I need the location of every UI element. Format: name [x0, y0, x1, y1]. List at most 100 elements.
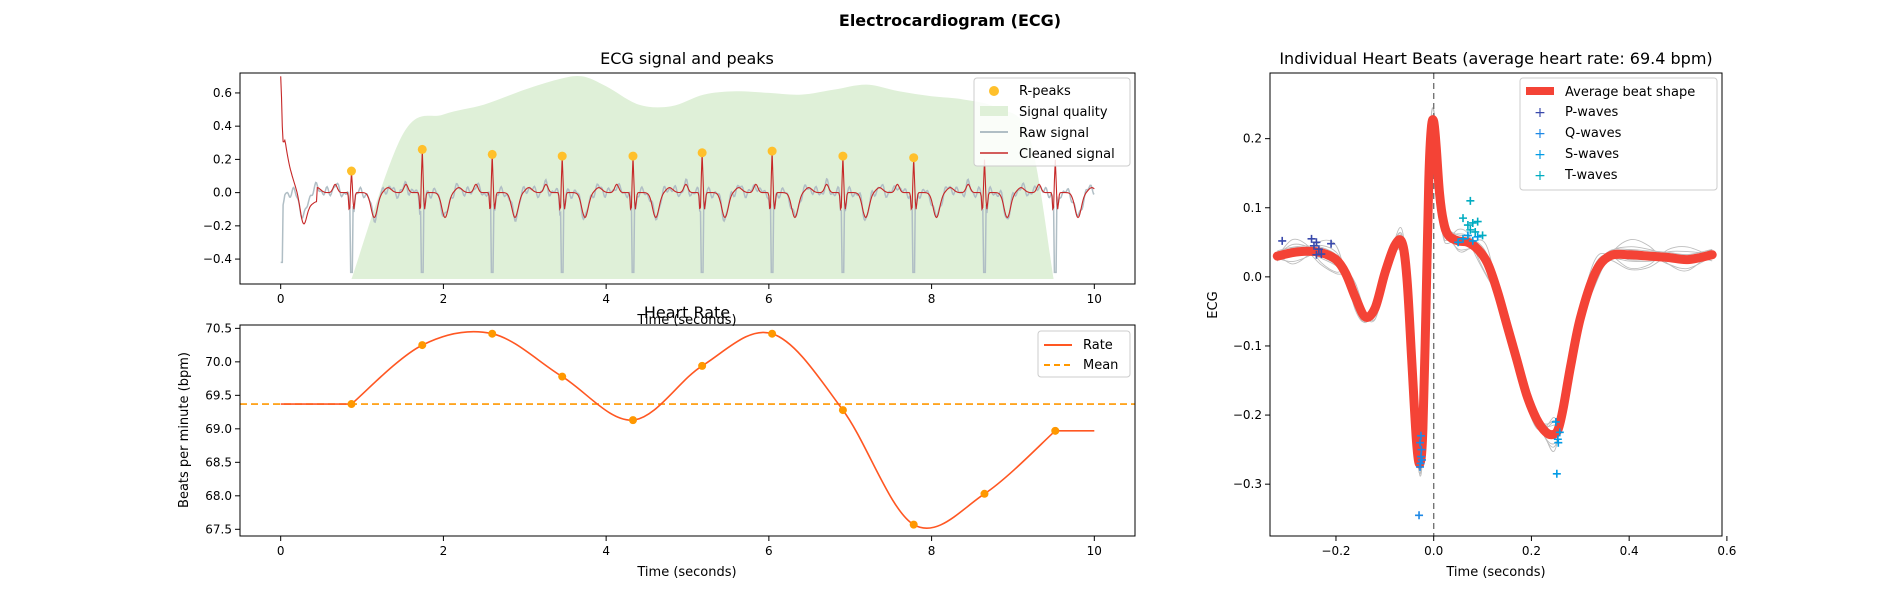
- s-wave-marker: [1459, 234, 1468, 243]
- y-tick-label: 70.0: [205, 355, 232, 369]
- t-wave-marker: [1473, 217, 1482, 226]
- x-tick-label: 0: [277, 544, 285, 558]
- signal-legend-box: [973, 77, 1131, 167]
- y-tick-label: 0.2: [213, 152, 232, 166]
- rate-point: [909, 520, 918, 529]
- r-peak-point: [557, 151, 567, 161]
- r-peak-point: [838, 151, 848, 161]
- y-tick-label: −0.3: [1233, 477, 1262, 491]
- y-tick-label: −0.2: [203, 219, 232, 233]
- s-wave-marker: [1463, 231, 1472, 240]
- beats-legend-box: [1519, 77, 1718, 191]
- y-tick-label: 0.1: [1243, 201, 1262, 215]
- x-tick-label: 0.0: [1424, 544, 1443, 558]
- s-wave-marker: [1551, 417, 1560, 426]
- y-tick-label: −0.2: [1233, 408, 1262, 422]
- legend-rate-label: Rate: [1083, 338, 1113, 353]
- legend-mean-label: Mean: [1083, 358, 1118, 373]
- legend-t-marker: +: [1534, 168, 1546, 184]
- y-tick-label: 0.2: [1243, 132, 1262, 146]
- beats-x-ticks: −0.2 0.0 0.2 0.4 0.6: [1321, 536, 1736, 558]
- rate-point: [1051, 426, 1060, 435]
- x-tick-label: 10: [1087, 544, 1102, 558]
- legend-rpeaks-label: R-peaks: [1019, 84, 1071, 99]
- signal-panel: ECG signal and peaks 0 2 4 6 8 10 −0.4 −0.2 0.0…: [203, 49, 1136, 328]
- beats-plot-area: [1272, 73, 1717, 536]
- r-peak-point: [417, 144, 427, 154]
- t-wave-marker: [1468, 218, 1477, 227]
- signal-y-ticks: −0.4 −0.2 0.0 0.2 0.4 0.6: [203, 86, 240, 266]
- y-tick-label: 68.5: [205, 455, 232, 469]
- signal-axes-frame: [239, 72, 1136, 285]
- beats-legend: Average beat shape + P-waves + Q-waves +…: [1519, 77, 1718, 191]
- cleaned-signal-line: [280, 76, 1095, 225]
- x-tick-label: 0.6: [1717, 544, 1736, 558]
- rate-point: [980, 489, 989, 498]
- p-wave-marker: [1278, 236, 1287, 245]
- rate-point: [558, 372, 567, 381]
- r-peak-point: [628, 151, 638, 161]
- y-tick-label: 0.0: [1243, 270, 1262, 284]
- p-wave-marker: [1312, 238, 1321, 247]
- x-tick-label: 4: [602, 292, 610, 306]
- x-tick-label: 10: [1087, 292, 1102, 306]
- signal-legend: R-peaks Signal quality Raw signal Cleane…: [973, 77, 1131, 167]
- beats-ylabel: ECG: [1206, 291, 1221, 318]
- y-tick-label: 0.4: [213, 119, 232, 133]
- q-wave-marker: [1417, 445, 1426, 454]
- q-wave-marker: [1416, 438, 1425, 447]
- r-peak-point: [487, 149, 497, 159]
- t-wave-marker: [1466, 225, 1475, 234]
- y-tick-label: 70.5: [205, 321, 232, 335]
- r-peak-point: [767, 146, 777, 156]
- heart-rate-title: Heart Rate: [644, 303, 730, 322]
- s-wave-marker: [1553, 435, 1562, 444]
- signal-x-ticks: 0 2 4 6 8 10: [277, 284, 1102, 306]
- x-tick-label: 6: [765, 292, 773, 306]
- s-wave-marker: [1552, 469, 1561, 478]
- x-tick-label: 6: [765, 544, 773, 558]
- q-wave-marker: [1416, 431, 1425, 440]
- p-wave-marker: [1314, 245, 1323, 254]
- legend-quality-label: Signal quality: [1019, 105, 1108, 120]
- y-tick-label: 69.5: [205, 388, 232, 402]
- x-tick-label: −0.2: [1321, 544, 1350, 558]
- raw-signal-line: [280, 177, 1095, 274]
- legend-q-label: Q-waves: [1565, 126, 1622, 141]
- legend-quality-swatch: [980, 106, 1008, 116]
- beats-y-ticks: −0.3 −0.2 −0.1 0.0 0.1 0.2: [1233, 132, 1270, 491]
- rate-line: [350, 330, 1056, 530]
- signal-xlabel: Time (seconds): [636, 313, 736, 328]
- heart-rate-legend: Rate Mean: [1037, 330, 1131, 378]
- heart-rate-axes-frame: [239, 324, 1136, 537]
- rate-point: [488, 329, 497, 338]
- y-tick-label: 69.0: [205, 422, 232, 436]
- heart-rate-y-ticks: 67.5 68.0 68.5 69.0 69.5 70.0 70.5: [205, 321, 240, 536]
- signal-title: ECG signal and peaks: [600, 49, 774, 68]
- legend-p-label: P-waves: [1565, 105, 1619, 120]
- q-wave-marker: [1417, 455, 1426, 464]
- heart-rate-xlabel: Time (seconds): [636, 565, 736, 580]
- legend-s-label: S-waves: [1565, 147, 1619, 162]
- x-tick-label: 8: [928, 292, 936, 306]
- y-tick-label: 0.0: [213, 186, 232, 200]
- x-tick-label: 2: [440, 544, 448, 558]
- x-tick-label: 8: [928, 544, 936, 558]
- r-peak-point: [346, 166, 356, 176]
- r-peak-point: [909, 153, 919, 163]
- rate-point: [347, 400, 356, 409]
- p-wave-marker: [1307, 234, 1316, 243]
- t-wave-marker: [1471, 227, 1480, 236]
- beats-panel: Individual Heart Beats (average heart ra…: [1206, 49, 1736, 580]
- signal-plot-area: [280, 76, 1095, 279]
- x-tick-label: 4: [602, 544, 610, 558]
- heart-rate-ylabel: Beats per minute (bpm): [177, 352, 192, 508]
- t-wave-marker: [1463, 221, 1472, 230]
- rate-point: [838, 406, 847, 415]
- t-wave-marker: [1466, 196, 1475, 205]
- legend-cleaned-label: Cleaned signal: [1019, 147, 1115, 162]
- x-tick-label: 0.4: [1620, 544, 1639, 558]
- heart-rate-legend-box: [1037, 330, 1131, 378]
- x-tick-label: 2: [440, 292, 448, 306]
